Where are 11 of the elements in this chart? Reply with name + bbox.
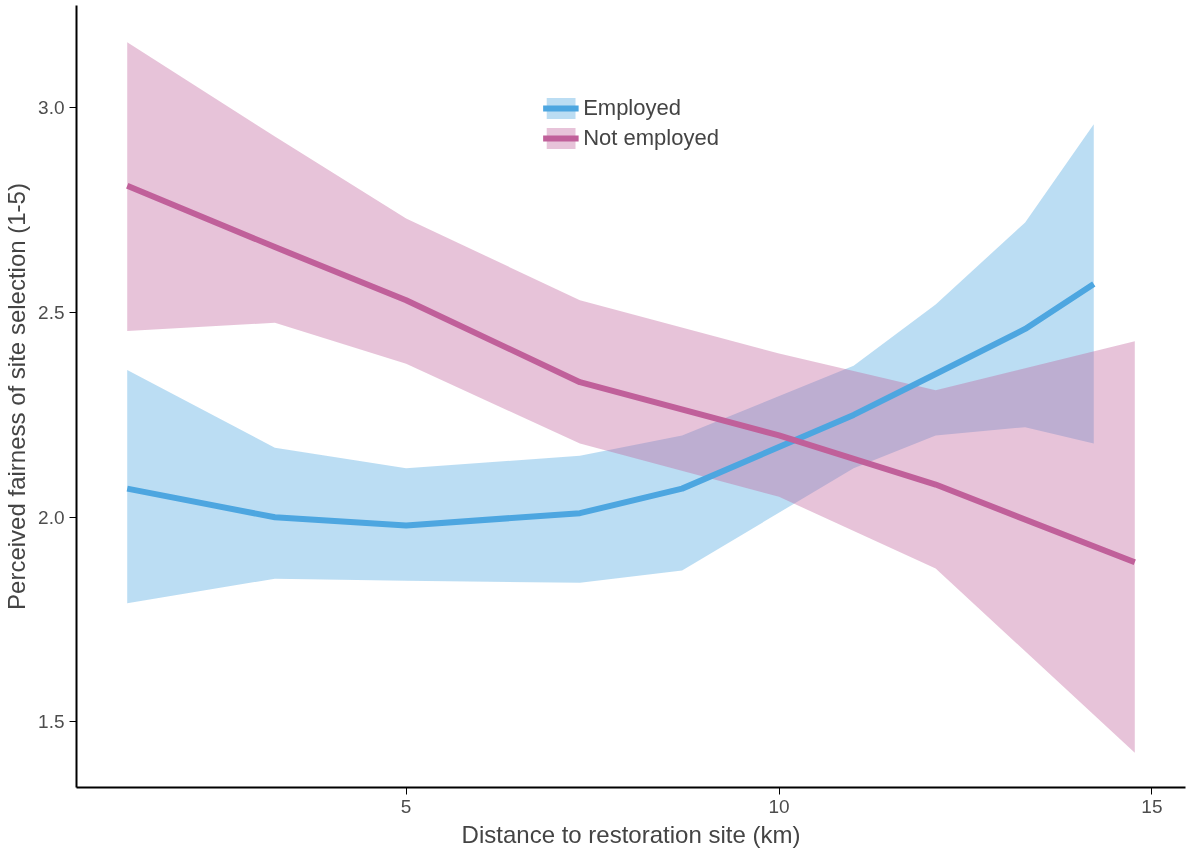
y-tick-label: 2.0 bbox=[38, 506, 65, 528]
y-tick-label: 1.5 bbox=[38, 711, 65, 733]
x-axis-title: Distance to restoration site (km) bbox=[461, 820, 801, 848]
y-axis-title: Perceived fairness of site selection (1-5) bbox=[3, 183, 31, 610]
y-tick-label: 3.0 bbox=[38, 97, 65, 119]
x-tick-label: 5 bbox=[400, 795, 412, 817]
legend-label: Employed bbox=[583, 95, 681, 121]
y-tick-label: 2.5 bbox=[38, 302, 65, 324]
x-tick-label: 15 bbox=[1141, 795, 1163, 817]
legend-label: Not employed bbox=[583, 125, 719, 151]
x-tick-label: 10 bbox=[768, 795, 790, 817]
